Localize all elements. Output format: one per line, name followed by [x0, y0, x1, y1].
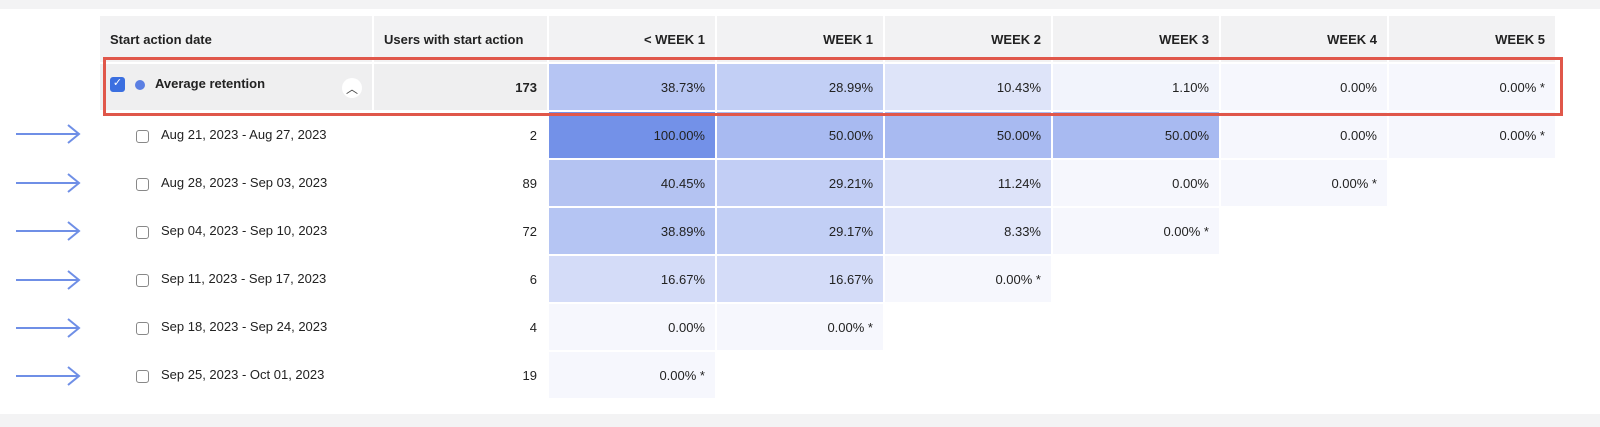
- retention-cell: 0.00% *: [1389, 112, 1555, 158]
- cohort-label: Sep 25, 2023 - Oct 01, 2023: [161, 367, 325, 383]
- cohort-row: Aug 28, 2023 - Sep 03, 2023 89 40.45% 29.21…: [100, 160, 1555, 206]
- cohort-label-cell: Sep 25, 2023 - Oct 01, 2023: [100, 352, 372, 398]
- retention-cell: 0.00% *: [885, 256, 1051, 302]
- cohort-checkbox[interactable]: [136, 129, 149, 143]
- arrow-right-icon: [16, 124, 82, 144]
- retention-cell: 100.00%: [549, 112, 715, 158]
- retention-cell: 50.00%: [717, 112, 883, 158]
- col-week5[interactable]: WEEK 5: [1389, 16, 1555, 62]
- arrow-right-icon: [16, 366, 82, 386]
- cohort-checkbox[interactable]: [136, 321, 149, 335]
- retention-cell: 8.33%: [885, 208, 1051, 254]
- retention-cell: 11.24%: [885, 160, 1051, 206]
- empty-cell: [1053, 352, 1219, 398]
- empty-cell: [1053, 304, 1219, 350]
- retention-cell: 0.00% *: [549, 352, 715, 398]
- retention-cell: 50.00%: [885, 112, 1051, 158]
- arrow-right-icon: [16, 173, 82, 193]
- top-strip: [0, 0, 1600, 9]
- cohort-checkbox[interactable]: [136, 369, 149, 383]
- average-checkbox[interactable]: ✓: [110, 77, 125, 93]
- cohort-label-cell: Sep 11, 2023 - Sep 17, 2023: [100, 256, 372, 302]
- retention-cell: 16.67%: [549, 256, 715, 302]
- cohort-label: Aug 28, 2023 - Sep 03, 2023: [161, 175, 328, 191]
- average-cell: 10.43%: [885, 64, 1051, 110]
- col-start-action-date[interactable]: Start action date: [100, 16, 372, 62]
- retention-cell: 0.00%: [549, 304, 715, 350]
- col-week3[interactable]: WEEK 3: [1053, 16, 1219, 62]
- empty-cell: [1053, 256, 1219, 302]
- average-retention-row[interactable]: ✓ Average retention ︿ 173 38.73% 28.99% 10.…: [100, 64, 1555, 110]
- empty-cell: [1389, 208, 1555, 254]
- cohort-users: 2: [529, 127, 537, 143]
- retention-cell: 16.67%: [717, 256, 883, 302]
- arrow-right-icon: [16, 221, 82, 241]
- empty-cell: [1389, 352, 1555, 398]
- retention-cell: 0.00% *: [1053, 208, 1219, 254]
- retention-cell: 0.00% *: [717, 304, 883, 350]
- empty-cell: [1389, 256, 1555, 302]
- cohort-row: Aug 21, 2023 - Aug 27, 2023 2 100.00% 50.00…: [100, 112, 1555, 158]
- cohort-checkbox[interactable]: [136, 177, 149, 191]
- empty-cell: [885, 304, 1051, 350]
- cohort-checkbox[interactable]: [136, 273, 149, 287]
- retention-table: Start action date Users with start actio…: [98, 14, 1557, 400]
- empty-cell: [1389, 304, 1555, 350]
- cohort-row: Sep 04, 2023 - Sep 10, 2023 72 38.89% 29.17…: [100, 208, 1555, 254]
- average-cell: 0.00% *: [1389, 64, 1555, 110]
- empty-cell: [1389, 160, 1555, 206]
- cohort-label: Aug 21, 2023 - Aug 27, 2023: [161, 127, 327, 143]
- cohort-users: 72: [522, 223, 537, 239]
- col-week2[interactable]: WEEK 2: [885, 16, 1051, 62]
- cohort-row: Sep 11, 2023 - Sep 17, 2023 6 16.67% 16.67%…: [100, 256, 1555, 302]
- retention-cell: 29.17%: [717, 208, 883, 254]
- cohort-row: Sep 18, 2023 - Sep 24, 2023 4 0.00% 0.00% *: [100, 304, 1555, 350]
- retention-cell: 0.00%: [1053, 160, 1219, 206]
- average-label-cell: ✓ Average retention ︿: [100, 64, 372, 110]
- cohort-label: Sep 11, 2023 - Sep 17, 2023: [161, 271, 327, 287]
- average-cell: 38.73%: [549, 64, 715, 110]
- header-row: Start action date Users with start actio…: [100, 16, 1555, 62]
- cohort-users: 89: [522, 175, 537, 191]
- empty-cell: [1221, 256, 1387, 302]
- retention-cell: 38.89%: [549, 208, 715, 254]
- bottom-strip: [0, 414, 1600, 427]
- col-lt-week1[interactable]: < WEEK 1: [549, 16, 715, 62]
- retention-cell: 0.00% *: [1221, 160, 1387, 206]
- col-users[interactable]: Users with start action: [374, 16, 547, 62]
- series-dot-icon: [135, 79, 145, 90]
- retention-cell: 0.00%: [1221, 112, 1387, 158]
- retention-cell: 29.21%: [717, 160, 883, 206]
- cohort-label-cell: Sep 18, 2023 - Sep 24, 2023: [100, 304, 372, 350]
- cohort-label: Sep 18, 2023 - Sep 24, 2023: [161, 319, 328, 335]
- col-week1[interactable]: WEEK 1: [717, 16, 883, 62]
- average-users: 173: [374, 64, 547, 110]
- cohort-label-cell: Aug 28, 2023 - Sep 03, 2023: [100, 160, 372, 206]
- retention-cell: 40.45%: [549, 160, 715, 206]
- average-cell: 28.99%: [717, 64, 883, 110]
- cohort-row: Sep 25, 2023 - Oct 01, 2023 19 0.00% *: [100, 352, 1555, 398]
- average-cell: 1.10%: [1053, 64, 1219, 110]
- empty-cell: [1221, 208, 1387, 254]
- arrow-right-icon: [16, 270, 82, 290]
- average-label: Average retention: [155, 76, 266, 91]
- cohort-users: 4: [529, 319, 537, 335]
- cohort-checkbox[interactable]: [136, 225, 149, 239]
- col-week4[interactable]: WEEK 4: [1221, 16, 1387, 62]
- average-cell: 0.00%: [1221, 64, 1387, 110]
- highlight-box: [103, 57, 1563, 116]
- empty-cell: [885, 352, 1051, 398]
- cohort-users: 6: [529, 271, 537, 287]
- cohort-label-cell: Aug 21, 2023 - Aug 27, 2023: [100, 112, 372, 158]
- empty-cell: [1221, 352, 1387, 398]
- retention-cell: 50.00%: [1053, 112, 1219, 158]
- arrow-right-icon: [16, 318, 82, 338]
- cohort-label-cell: Sep 04, 2023 - Sep 10, 2023: [100, 208, 372, 254]
- chevron-up-icon[interactable]: ︿: [342, 78, 362, 98]
- empty-cell: [1221, 304, 1387, 350]
- cohort-users: 19: [522, 367, 537, 383]
- cohort-label: Sep 04, 2023 - Sep 10, 2023: [161, 223, 328, 239]
- empty-cell: [717, 352, 883, 398]
